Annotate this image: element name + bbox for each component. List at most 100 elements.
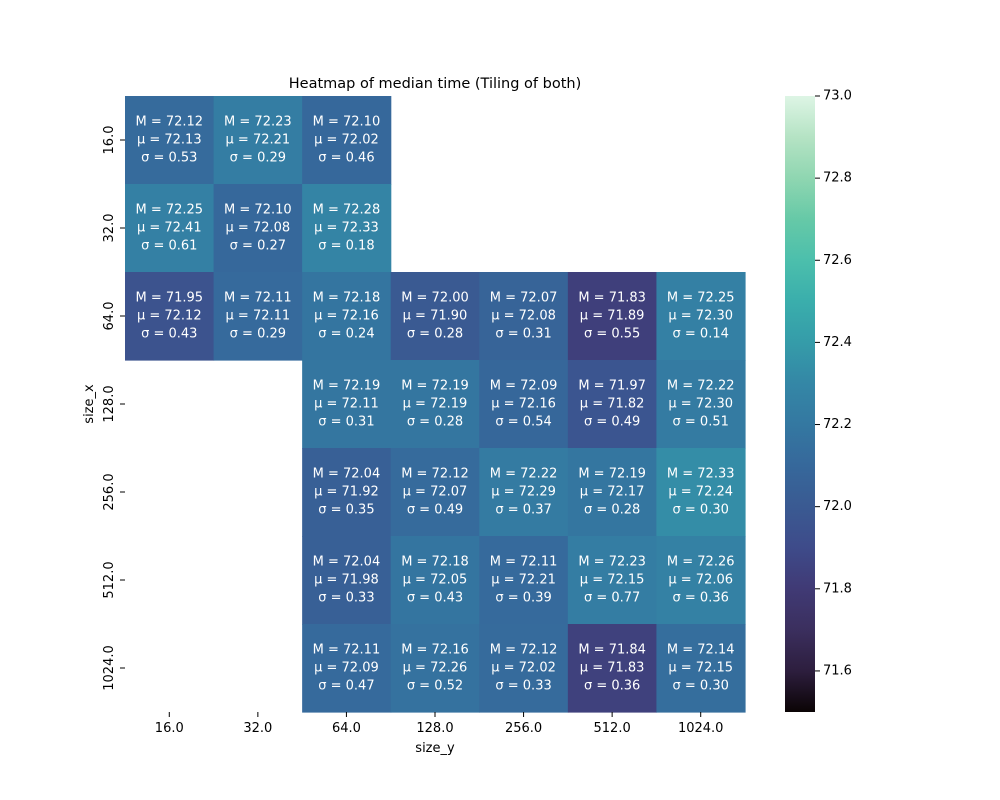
cell-median-label: M = 72.11	[313, 643, 381, 658]
cell-mean-label: μ = 72.11	[226, 309, 291, 324]
heatmap-cell: M = 72.28 μ = 72.33 σ = 0.18	[302, 184, 392, 273]
cell-std-label: σ = 0.55	[584, 327, 640, 342]
cell-mean-label: μ = 72.41	[137, 221, 202, 236]
heatmap-cell: M = 72.22 μ = 72.30 σ = 0.51	[656, 360, 746, 449]
cell-median-label: M = 71.95	[135, 291, 203, 306]
cell-std-label: σ = 0.31	[495, 327, 551, 342]
heatmap-cell: M = 72.16 μ = 72.26 σ = 0.52	[390, 624, 480, 713]
cell-mean-label: μ = 72.29	[491, 485, 556, 500]
cell-mean-label: μ = 71.92	[314, 485, 379, 500]
cell-std-label: σ = 0.33	[495, 679, 551, 694]
cell-std-label: σ = 0.29	[230, 151, 286, 166]
cell-median-label: M = 72.18	[313, 291, 381, 306]
heatmap-cell: M = 72.12 μ = 72.02 σ = 0.33	[479, 624, 569, 713]
cell-std-label: σ = 0.30	[673, 503, 729, 518]
x-axis-ticks: 16.0 32.0 64.0 128.0 256.0 512.0 1024.0	[155, 712, 724, 736]
cell-std-label: σ = 0.54	[495, 415, 551, 430]
heatmap-cell: M = 72.04 μ = 71.92 σ = 0.35	[302, 448, 392, 537]
cell-mean-label: μ = 71.82	[580, 397, 645, 412]
cell-median-label: M = 72.22	[490, 467, 558, 482]
heatmap-cell: M = 72.14 μ = 72.15 σ = 0.30	[656, 624, 746, 713]
cell-mean-label: μ = 72.15	[668, 661, 733, 676]
cell-mean-label: μ = 72.30	[668, 397, 733, 412]
heatmap-cell: M = 72.23 μ = 72.15 σ = 0.77	[567, 536, 658, 625]
colorbar-tick-label: 71.6	[823, 663, 852, 678]
heatmap-cell: M = 72.25 μ = 72.41 σ = 0.61	[125, 184, 215, 273]
cell-std-label: σ = 0.47	[318, 679, 374, 694]
heatmap-cell: M = 72.11 μ = 72.21 σ = 0.39	[479, 536, 569, 625]
heatmap-cell: M = 72.33 μ = 72.24 σ = 0.30	[656, 448, 746, 537]
x-tick-label: 256.0	[505, 721, 542, 736]
x-tick-label: 128.0	[416, 721, 453, 736]
heatmap-cell: M = 71.97 μ = 71.82 σ = 0.49	[567, 360, 658, 449]
cell-mean-label: μ = 72.02	[491, 661, 556, 676]
cell-mean-label: μ = 72.19	[403, 397, 468, 412]
cell-std-label: σ = 0.28	[584, 503, 640, 518]
cell-median-label: M = 72.11	[224, 291, 292, 306]
cell-mean-label: μ = 71.83	[580, 661, 645, 676]
cell-mean-label: μ = 72.33	[314, 221, 379, 236]
cell-mean-label: μ = 72.12	[137, 309, 202, 324]
heatmap-cell: M = 72.11 μ = 72.11 σ = 0.29	[213, 272, 303, 361]
heatmap-cell: M = 72.19 μ = 72.19 σ = 0.28	[390, 360, 480, 449]
cell-std-label: σ = 0.43	[407, 591, 463, 606]
cell-median-label: M = 72.00	[401, 291, 469, 306]
heatmap-cell: M = 72.10 μ = 72.08 σ = 0.27	[213, 184, 303, 273]
colorbar-tick-label: 72.4	[823, 335, 852, 350]
cell-median-label: M = 72.19	[578, 467, 646, 482]
cell-median-label: M = 71.83	[578, 291, 646, 306]
heatmap-cell: M = 72.18 μ = 72.16 σ = 0.24	[302, 272, 392, 361]
colorbar-tick-label: 72.0	[823, 499, 852, 514]
x-axis-label: size_y	[415, 741, 455, 756]
cell-mean-label: μ = 72.08	[491, 309, 556, 324]
y-tick-label: 32.0	[102, 214, 117, 243]
cell-mean-label: μ = 72.05	[403, 573, 468, 588]
cell-std-label: σ = 0.35	[318, 503, 374, 518]
colorbar-tick-label: 72.2	[823, 417, 852, 432]
cell-median-label: M = 72.19	[401, 379, 469, 394]
y-tick-label: 256.0	[102, 473, 117, 510]
cell-std-label: σ = 0.52	[407, 679, 463, 694]
colorbar-tick-label: 72.8	[823, 171, 852, 186]
y-axis-ticks: 16.0 32.0 64.0 128.0 256.0 512.0 1024.0	[102, 126, 125, 691]
colorbar-tick-label: 73.0	[823, 89, 852, 104]
cell-mean-label: μ = 72.07	[403, 485, 468, 500]
cell-std-label: σ = 0.24	[318, 327, 374, 342]
cell-std-label: σ = 0.49	[407, 503, 463, 518]
cell-median-label: M = 72.23	[578, 555, 646, 570]
cell-median-label: M = 72.09	[490, 379, 558, 394]
y-tick-label: 1024.0	[102, 645, 117, 691]
x-tick-label: 32.0	[243, 721, 272, 736]
heatmap-cell: M = 71.95 μ = 72.12 σ = 0.43	[125, 272, 215, 361]
heatmap-cell: M = 72.12 μ = 72.13 σ = 0.53	[125, 96, 215, 185]
cell-mean-label: μ = 72.17	[580, 485, 645, 500]
cell-median-label: M = 72.16	[401, 643, 469, 658]
cell-mean-label: μ = 72.11	[314, 397, 379, 412]
heatmap-cell: M = 72.10 μ = 72.02 σ = 0.46	[302, 96, 392, 185]
cell-std-label: σ = 0.30	[673, 679, 729, 694]
x-tick-label: 1024.0	[678, 721, 724, 736]
cell-std-label: σ = 0.31	[318, 415, 374, 430]
heatmap-cell: M = 71.84 μ = 71.83 σ = 0.36	[567, 624, 658, 713]
cell-mean-label: μ = 72.15	[580, 573, 645, 588]
cell-mean-label: μ = 72.24	[668, 485, 733, 500]
cell-median-label: M = 72.25	[667, 291, 735, 306]
cell-std-label: σ = 0.49	[584, 415, 640, 430]
cell-median-label: M = 71.84	[578, 643, 646, 658]
colorbar-ticks: 71.6 71.8 72.0 72.2 72.4 72.6 72.8 73.0	[815, 89, 852, 678]
cell-median-label: M = 71.97	[578, 379, 646, 394]
cell-mean-label: μ = 72.13	[137, 133, 202, 148]
colorbar	[785, 96, 815, 712]
cell-median-label: M = 72.25	[135, 203, 203, 218]
cell-median-label: M = 72.23	[224, 115, 292, 130]
cell-std-label: σ = 0.28	[407, 415, 463, 430]
cell-std-label: σ = 0.43	[141, 327, 197, 342]
cell-mean-label: μ = 72.08	[226, 221, 291, 236]
cell-median-label: M = 72.22	[667, 379, 735, 394]
colorbar-tick-label: 72.6	[823, 253, 852, 268]
cell-std-label: σ = 0.18	[318, 239, 374, 254]
heatmap-cell: M = 72.19 μ = 72.17 σ = 0.28	[567, 448, 658, 537]
cell-mean-label: μ = 71.98	[314, 573, 379, 588]
cell-mean-label: μ = 72.02	[314, 133, 379, 148]
